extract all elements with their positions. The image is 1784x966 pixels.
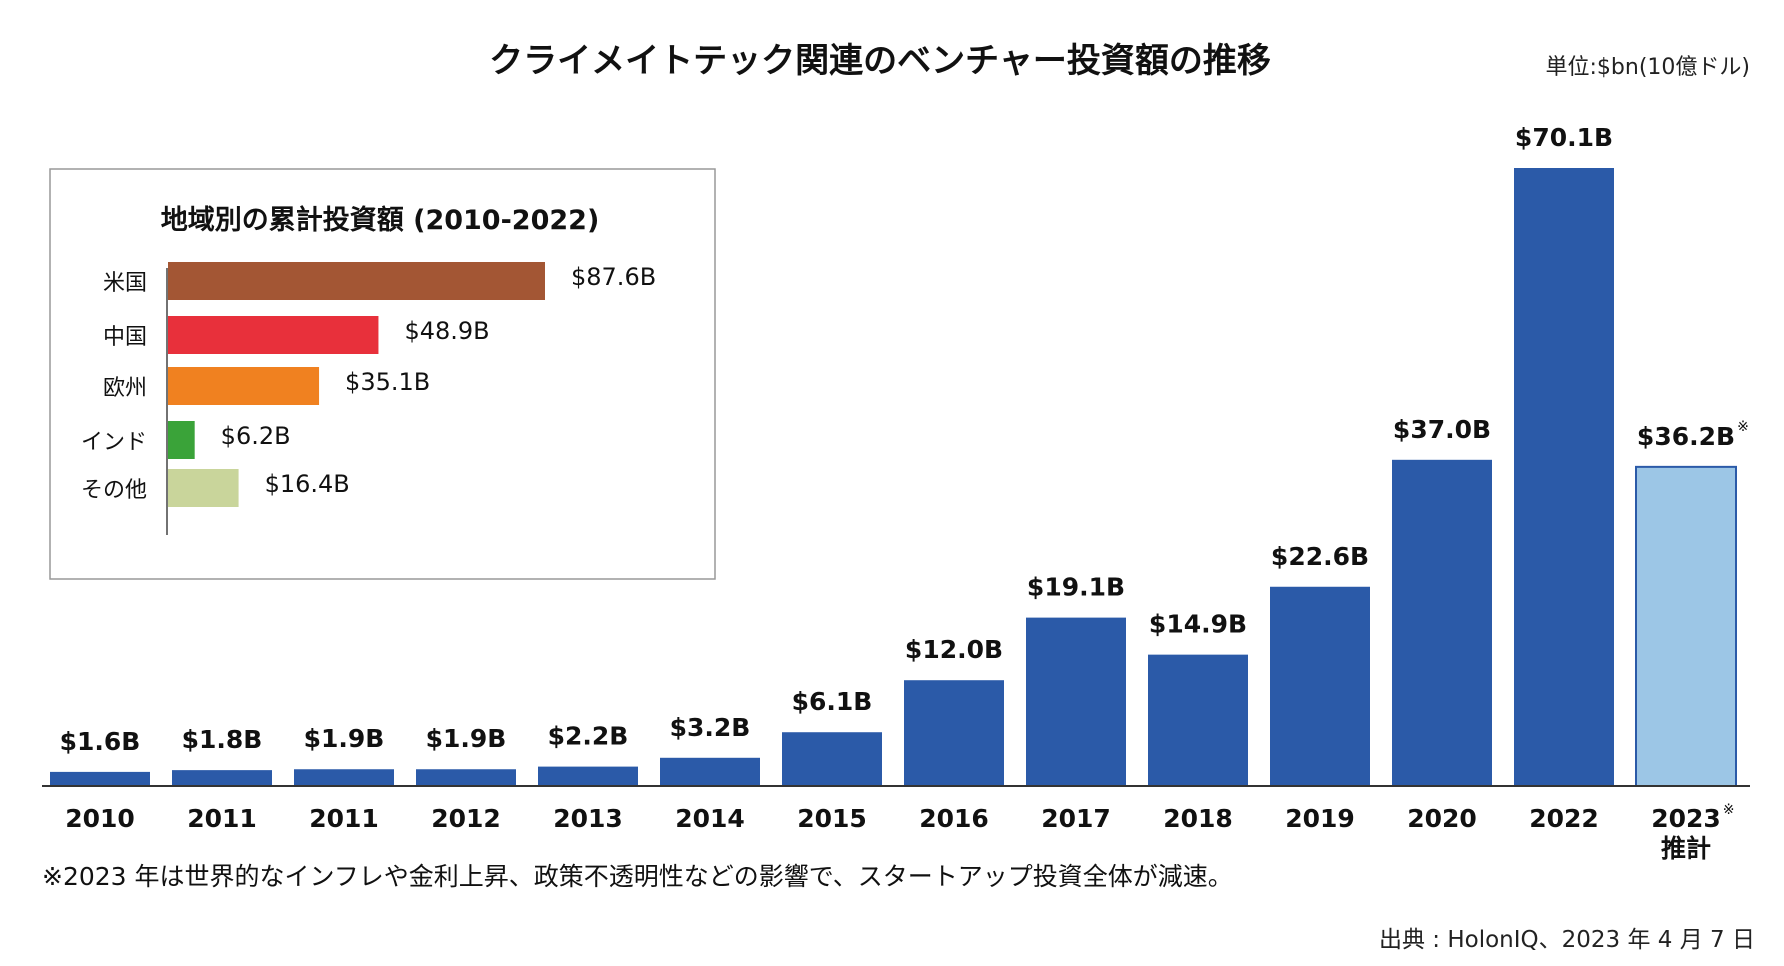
unit-label: 単位:$bn(10億ドル) bbox=[1546, 55, 1750, 80]
region-bar bbox=[168, 316, 379, 354]
main-bar-chart: $1.6B 2010 $1.8B 2011 $1.9B 2011 $1.9B 2012 $2.2… bbox=[50, 123, 1749, 863]
x-tick-label: 2018 bbox=[1163, 804, 1233, 833]
region-value-label: $87.6B bbox=[571, 263, 656, 291]
x-tick-label: 2017 bbox=[1041, 804, 1111, 833]
inset-bar-chart: 米国 $87.6B 中国 $48.9B 欧州 $35.1B インド $6.2B その他 $16.4… bbox=[81, 262, 656, 507]
estimate-mark: ※ bbox=[1723, 802, 1735, 818]
region-bar bbox=[168, 367, 320, 405]
value-label: $36.2B bbox=[1637, 422, 1735, 451]
region-value-label: $48.9B bbox=[404, 317, 489, 345]
value-label: $12.0B bbox=[905, 635, 1003, 664]
region-value-label: $6.2B bbox=[221, 422, 291, 450]
region-label: 米国 bbox=[103, 271, 147, 296]
bar bbox=[782, 732, 882, 786]
bar bbox=[660, 757, 760, 786]
region-label: 中国 bbox=[103, 325, 147, 350]
bar bbox=[904, 680, 1004, 786]
value-label: $19.1B bbox=[1027, 573, 1125, 602]
value-label: $1.9B bbox=[304, 724, 385, 753]
x-tick-label: 2023 bbox=[1651, 804, 1721, 833]
x-tick-label: 2011 bbox=[309, 804, 379, 833]
value-label: $70.1B bbox=[1515, 123, 1613, 152]
x-tick-label: 2015 bbox=[797, 804, 867, 833]
value-label: $37.0B bbox=[1393, 415, 1491, 444]
bar bbox=[50, 771, 150, 786]
x-tick-label: 2019 bbox=[1285, 804, 1355, 833]
bar bbox=[1148, 654, 1248, 786]
source-note: 出典 : HolonIQ、2023 年 4 月 7 日 bbox=[1379, 927, 1755, 953]
bar bbox=[1026, 617, 1126, 786]
bar bbox=[172, 770, 272, 786]
region-bar bbox=[168, 262, 545, 300]
value-label: $1.8B bbox=[182, 725, 263, 754]
x-tick-label: 2010 bbox=[65, 804, 135, 833]
bar bbox=[1270, 586, 1370, 786]
estimate-sublabel: 推計 bbox=[1661, 834, 1711, 863]
value-label: $14.9B bbox=[1149, 610, 1247, 639]
value-label: $2.2B bbox=[548, 722, 629, 751]
bar bbox=[1514, 168, 1614, 786]
bar bbox=[1392, 459, 1492, 786]
bar bbox=[416, 769, 516, 786]
region-bar bbox=[168, 469, 239, 507]
regional-inset-panel: 地域別の累計投資額 (2010-2022) 米国 $87.6B 中国 $48.9B 欧州… bbox=[49, 168, 716, 580]
footnote: ※2023 年は世界的なインフレや金利上昇、政策不透明性などの影響で、スタートア… bbox=[42, 862, 1233, 891]
value-label: $1.6B bbox=[60, 727, 141, 756]
inset-title: 地域別の累計投資額 (2010-2022) bbox=[161, 204, 600, 236]
value-label: $1.9B bbox=[426, 724, 507, 753]
region-label: インド bbox=[81, 430, 147, 455]
value-label: $22.6B bbox=[1271, 542, 1369, 571]
x-tick-label: 2014 bbox=[675, 804, 745, 833]
x-tick-label: 2016 bbox=[919, 804, 989, 833]
bar bbox=[294, 769, 394, 786]
region-label: 欧州 bbox=[103, 376, 147, 401]
region-label: その他 bbox=[81, 478, 147, 503]
inset-frame bbox=[49, 168, 716, 580]
x-tick-label: 2012 bbox=[431, 804, 501, 833]
chart-title: クライメイトテック関連のベンチャー投資額の推移 bbox=[489, 41, 1271, 81]
x-tick-label: 2020 bbox=[1407, 804, 1477, 833]
estimate-mark: ※ bbox=[1737, 419, 1749, 435]
bar bbox=[1635, 465, 1737, 787]
bar bbox=[538, 766, 638, 786]
region-bar bbox=[168, 421, 195, 459]
x-tick-label: 2013 bbox=[553, 804, 623, 833]
x-tick-label: 2011 bbox=[187, 804, 257, 833]
value-label: $3.2B bbox=[670, 713, 751, 742]
x-tick-label: 2022 bbox=[1529, 804, 1599, 833]
region-value-label: $35.1B bbox=[345, 368, 430, 396]
value-label: $6.1B bbox=[792, 687, 873, 716]
region-value-label: $16.4B bbox=[265, 470, 350, 498]
